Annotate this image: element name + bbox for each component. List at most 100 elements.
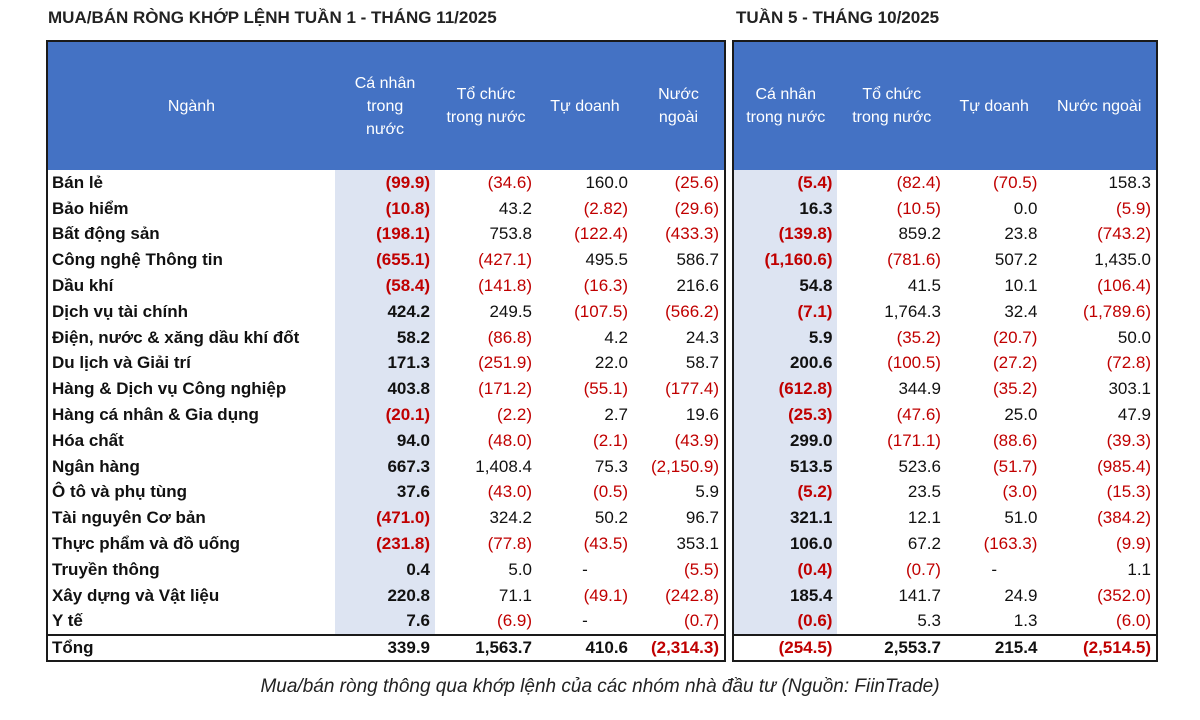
value-cell: (27.2) (993, 353, 1038, 373)
table-row: (139.8) 859.2 23.8 (743.2) (733, 221, 1157, 248)
value-cell: 2.7 (604, 405, 628, 425)
value-cell: (72.8) (1106, 353, 1151, 373)
value-cell: (2.1) (593, 430, 628, 450)
value-cell: 185.4 (733, 582, 838, 609)
value-cell: 216.6 (676, 276, 719, 296)
sector-name: Thực phẩm và đồ uống (52, 534, 240, 554)
value-cell: (743.2) (1097, 224, 1151, 244)
value-cell: - (582, 559, 588, 579)
header-individual-domestic: Cá nhân trong nước (335, 41, 435, 170)
value-cell: 353.1 (676, 534, 719, 554)
value-cell: 54.8 (733, 273, 838, 299)
value-cell: (5.9) (1116, 198, 1151, 218)
value-cell: 220.8 (335, 582, 435, 609)
table-row: Hóa chất 94.0 (48.0) (2.1) (43.9) (47, 427, 725, 454)
value-cell: (35.2) (993, 379, 1038, 399)
value-cell: 158.3 (1108, 172, 1151, 192)
sector-name: Truyền thông (52, 559, 160, 579)
value-cell: 24.9 (1004, 585, 1038, 605)
value-cell: 96.7 (685, 508, 719, 528)
value-cell: 667.3 (335, 453, 435, 480)
value-cell: 1.3 (1013, 611, 1038, 631)
value-cell: (242.8) (665, 585, 719, 605)
value-cell: 586.7 (676, 250, 719, 270)
value-cell: (2.2) (497, 405, 532, 425)
value-cell: (49.1) (583, 585, 628, 605)
value-cell: 32.4 (1004, 301, 1038, 321)
value-cell: (100.5) (887, 353, 941, 373)
value-cell: 1,408.4 (475, 456, 532, 476)
value-cell: 1,764.3 (884, 301, 941, 321)
value-cell: (47.6) (896, 405, 941, 425)
table-row: 106.0 67.2 (163.3) (9.9) (733, 531, 1157, 557)
value-cell: 43.2 (498, 198, 532, 218)
total-row: (254.5) 2,553.7 215.4 (2,514.5) (733, 634, 1157, 662)
value-cell: (99.9) (335, 170, 435, 196)
value-cell: (10.5) (896, 198, 941, 218)
value-cell: (2.82) (583, 198, 628, 218)
sector-name: Hóa chất (52, 430, 124, 450)
value-cell: 523.6 (898, 456, 941, 476)
value-cell: 5.0 (508, 559, 532, 579)
header-institution-domestic: Tổ chức trong nước (837, 41, 946, 170)
table-row: 5.9 (35.2) (20.7) 50.0 (733, 324, 1157, 351)
table-row: (0.4) (0.7) - 1.1 (733, 556, 1157, 583)
value-cell: (70.5) (993, 172, 1038, 192)
total-row: Tổng 339.9 1,563.7 410.6 (2,314.3) (47, 634, 725, 662)
value-cell: (7.1) (733, 298, 838, 325)
value-cell: 51.0 (1004, 508, 1038, 528)
value-cell: 507.2 (994, 250, 1038, 270)
table-row: (612.8) 344.9 (35.2) 303.1 (733, 376, 1157, 403)
right-header-row: Cá nhân trong nước Tổ chức trong nước Tự… (733, 41, 1157, 170)
value-cell: 324.2 (489, 508, 532, 528)
value-cell: 67.2 (907, 534, 941, 554)
sector-name: Bán lẻ (52, 172, 104, 192)
value-cell: (655.1) (335, 247, 435, 274)
value-cell: 344.9 (898, 379, 941, 399)
sector-name: Hàng cá nhân & Gia dụng (52, 405, 259, 425)
value-cell: 47.9 (1117, 405, 1151, 425)
table-row: 321.1 12.1 51.0 (384.2) (733, 505, 1157, 532)
value-cell: - (582, 611, 588, 631)
table-row: Hàng & Dịch vụ Công nghiệp 403.8 (171.2) (5… (47, 376, 725, 403)
table-row: (7.1) 1,764.3 32.4 (1,789.6) (733, 298, 1157, 325)
value-cell: (6.9) (497, 611, 532, 631)
value-cell: (20.7) (993, 327, 1038, 347)
value-cell: 71.1 (498, 585, 532, 605)
value-cell: (122.4) (574, 224, 628, 244)
value-cell: 58.2 (335, 324, 435, 351)
value-cell: (2,314.3) (633, 634, 725, 662)
left-header-row: Ngành Cá nhân trong nước Tổ chức trong n… (47, 41, 725, 170)
value-cell: 19.6 (685, 405, 719, 425)
week5-oct-table: Cá nhân trong nước Tổ chức trong nước Tự… (732, 40, 1158, 663)
value-cell: 410.6 (537, 634, 633, 662)
figure-caption: Mua/bán ròng thông qua khớp lệnh của các… (260, 676, 940, 697)
value-cell: (0.6) (733, 608, 838, 636)
table-row: Truyền thông 0.4 5.0 - (5.5) (47, 556, 725, 583)
sector-name: Tài nguyên Cơ bản (52, 508, 206, 528)
value-cell: (51.7) (993, 456, 1038, 476)
value-cell: 58.7 (685, 353, 719, 373)
value-cell: (9.9) (1116, 534, 1151, 554)
value-cell: (171.2) (478, 379, 532, 399)
value-cell: (58.4) (335, 273, 435, 299)
value-cell: 1.1 (1127, 559, 1151, 579)
value-cell: (82.4) (896, 172, 941, 192)
value-cell: 10.1 (1004, 276, 1038, 296)
value-cell: (384.2) (1097, 508, 1151, 528)
week1-nov-table: Ngành Cá nhân trong nước Tổ chức trong n… (46, 40, 726, 663)
value-cell: 321.1 (733, 505, 838, 532)
value-cell: 16.3 (733, 195, 838, 222)
value-cell: 513.5 (733, 453, 838, 480)
header-foreign: Nước ngoài (1042, 41, 1157, 170)
value-cell: 171.3 (335, 350, 435, 377)
value-cell: - (991, 559, 998, 579)
table-row: 185.4 141.7 24.9 (352.0) (733, 582, 1157, 609)
sector-name: Dầu khí (52, 276, 114, 296)
value-cell: 75.3 (594, 456, 628, 476)
value-cell: (139.8) (733, 221, 838, 248)
value-cell: 200.6 (733, 350, 838, 377)
table-row: 299.0 (171.1) (88.6) (39.3) (733, 427, 1157, 454)
value-cell: 1,563.7 (435, 634, 537, 662)
value-cell: 7.6 (335, 608, 435, 636)
